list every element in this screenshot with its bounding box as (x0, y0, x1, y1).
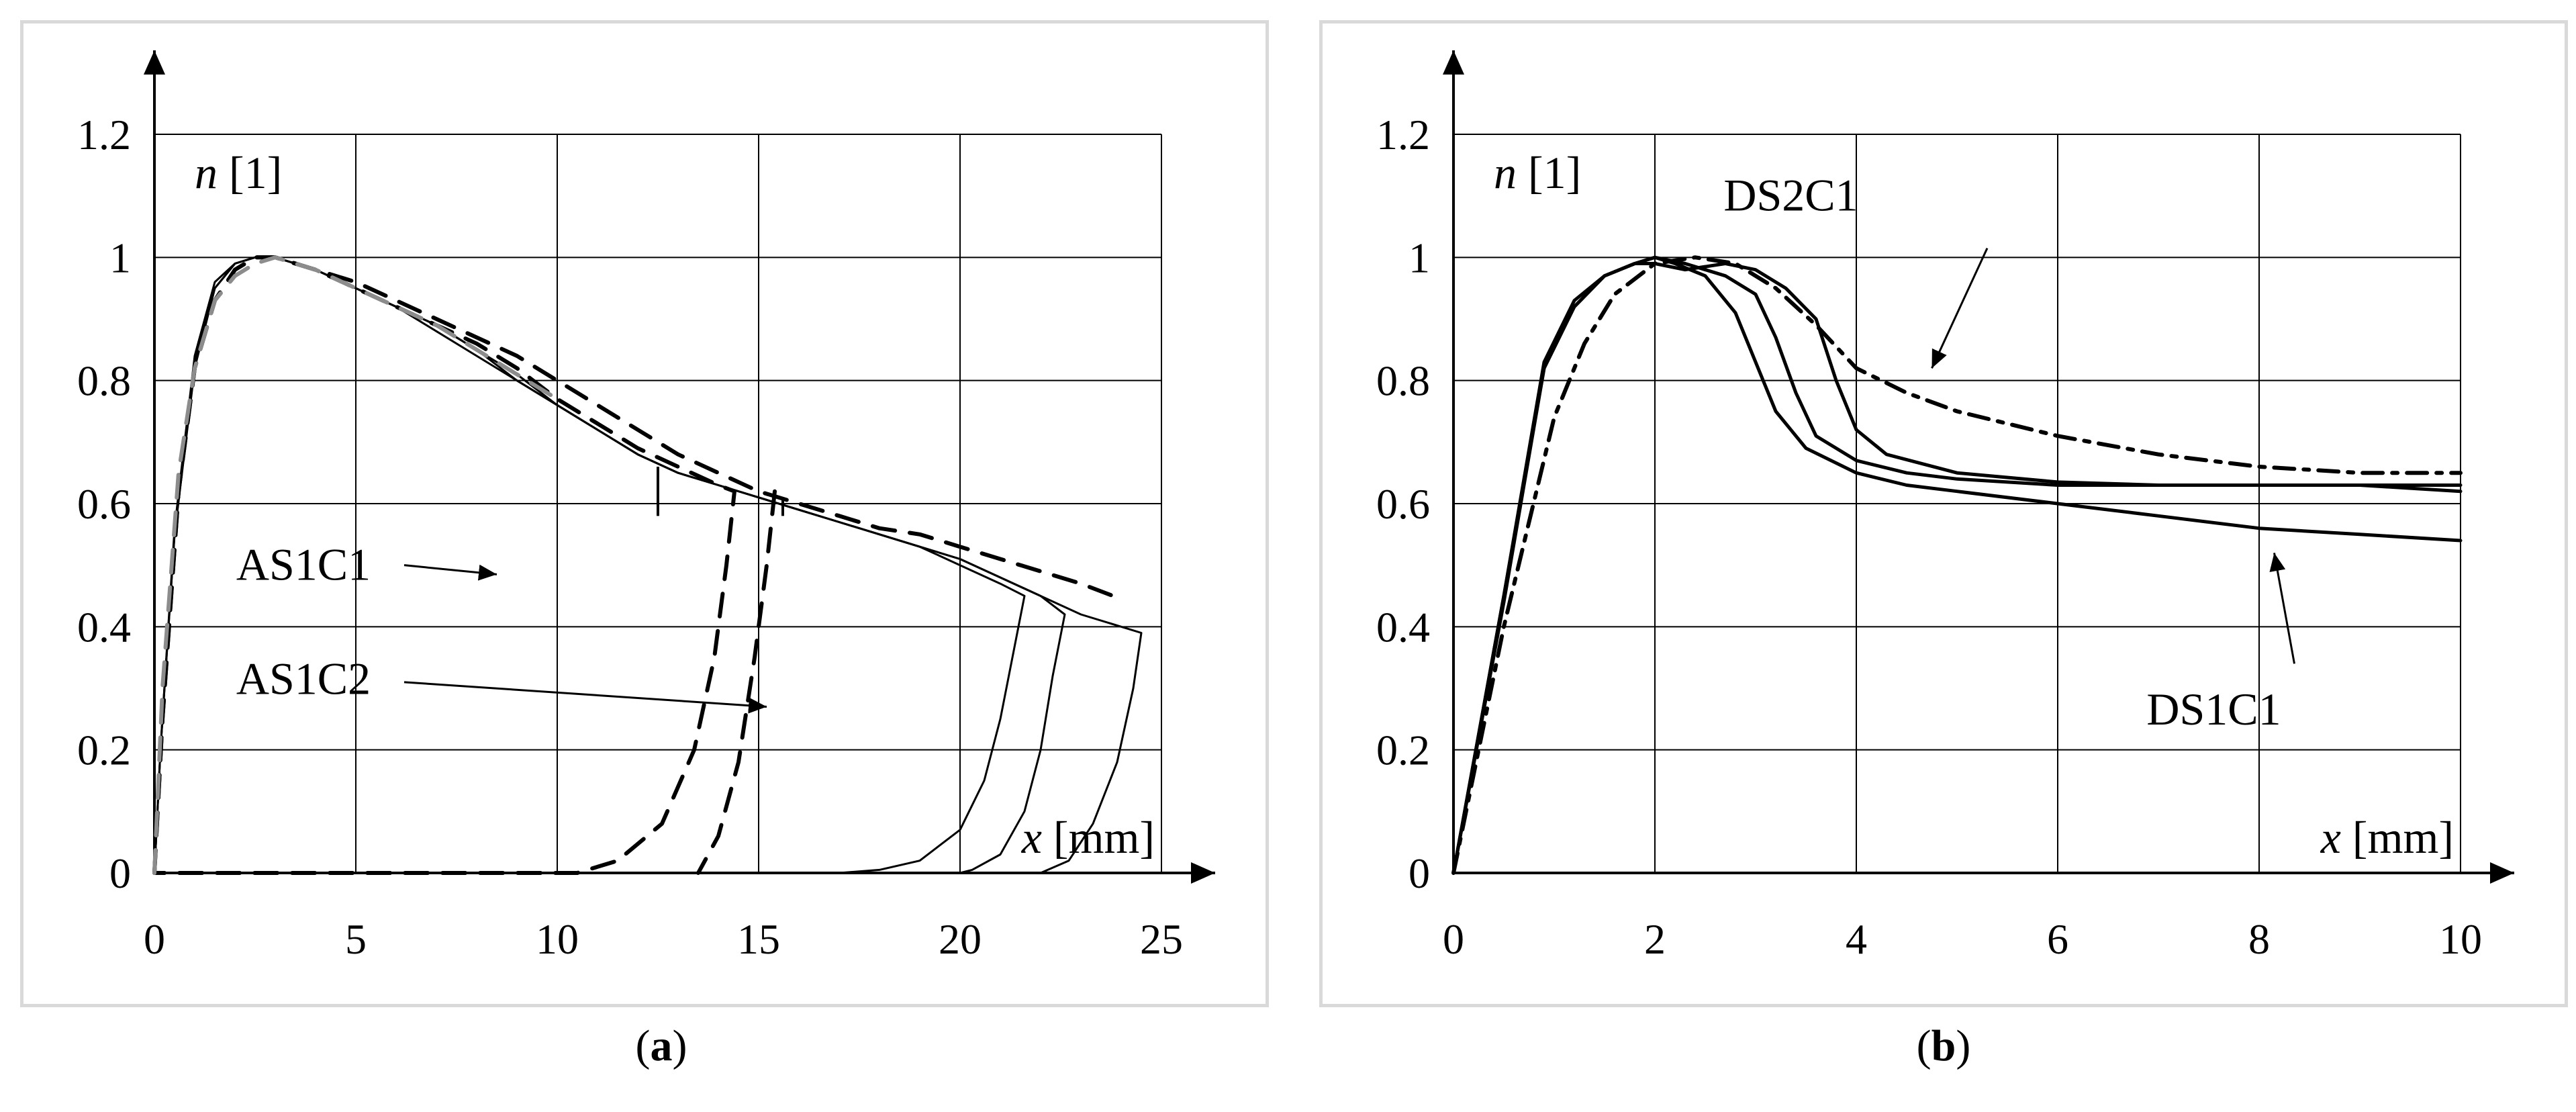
chart-b-xlabel-space (2341, 812, 2352, 863)
chart-b-xtick-label-0: 0 (1443, 915, 1464, 963)
chart-b-ytick-label-5: 1 (1409, 234, 1430, 281)
chart-b-ytick-label-2: 0.4 (1376, 603, 1430, 651)
chart-a-series-line-3 (152, 255, 736, 875)
chart-b-ylabel: n [1] (1494, 147, 1581, 198)
chart-a-xlabel-unit: [mm] (1053, 812, 1155, 863)
chart-a-svg: 0 5 10 15 20 25 0 0.2 0.4 0.6 0.8 1 1.2 n [1] x [mm] AS… (77, 50, 1215, 963)
chart-b-xlabel-var: x (2320, 812, 2341, 863)
chart-b-series-line-3 (1451, 255, 2463, 875)
chart-a-ylabel-space (218, 147, 229, 198)
chart-a-series-line-4 (152, 255, 1115, 875)
chart-a-series-line-2 (153, 256, 1143, 874)
chart-a-xtick-label-5: 25 (1140, 915, 1183, 963)
chart-a-ytick-label-3: 0.6 (77, 480, 131, 528)
caption-a-letter: a (650, 1021, 673, 1070)
chart-a-ytick-label-4: 0.8 (77, 357, 131, 405)
chart-b-xtick-label-3: 6 (2047, 915, 2068, 963)
chart-b-grid (1453, 134, 2461, 873)
chart-b-series-line-0 (1451, 255, 2463, 875)
chart-b-xtick-label-4: 8 (2248, 915, 2270, 963)
chart-a-ytick-label-5: 1 (109, 234, 131, 281)
chart-a-ylabel: n [1] (195, 147, 282, 198)
chart-a-xlabel-var: x (1021, 812, 1042, 863)
chart-a-xtick-label-0: 0 (144, 915, 165, 963)
chart-b-ylabel-space (1517, 147, 1528, 198)
chart-b-xlabel: x [mm] (2320, 812, 2454, 863)
chart-a-ylabel-var: n (195, 147, 218, 198)
chart-b-ytick-label-6: 1.2 (1376, 111, 1430, 158)
chart-a-ytick-label-0: 0 (109, 849, 131, 897)
chart-b-svg: 0 2 4 6 8 10 0 0.2 0.4 0.6 0.8 1 1.2 n [1] x [mm] DS2C1… (1376, 50, 2514, 963)
chart-b-ytick-label-3: 0.6 (1376, 480, 1430, 528)
chart-b-ytick-label-4: 0.8 (1376, 357, 1430, 405)
chart-b-annotation-label-0: DS2C1 (1723, 170, 1858, 221)
chart-b-annotation-label-1: DS1C1 (2146, 684, 2281, 735)
chart-b-series-line-2 (1451, 262, 2463, 875)
chart-a-xtick-label-2: 10 (536, 915, 579, 963)
chart-a-ytick-label-6: 1.2 (77, 111, 131, 158)
chart-b-xtick-label-5: 10 (2439, 915, 2482, 963)
chart-b-xtick-label-2: 4 (1846, 915, 1867, 963)
chart-a-xtick-label-1: 5 (345, 915, 367, 963)
chart-panel-b: 0 2 4 6 8 10 0 0.2 0.4 0.6 0.8 1 1.2 n [1] x [mm] DS2C1… (1319, 20, 2568, 1007)
caption-a: (a) (635, 1021, 687, 1070)
chart-a-annotation-label-1: AS1C2 (236, 653, 371, 704)
chart-b-xtick-label-1: 2 (1644, 915, 1666, 963)
chart-b-annotation-arrow-0 (1931, 247, 1989, 369)
chart-a-grid (154, 134, 1162, 873)
caption-b-letter: b (1931, 1021, 1956, 1070)
chart-b-ylabel-unit: [1] (1528, 147, 1581, 198)
chart-a-annotation-label-0: AS1C1 (236, 539, 371, 590)
chart-b-ylabel-var: n (1494, 147, 1517, 198)
chart-a-annotation-arrow-1 (403, 681, 767, 714)
chart-b-xlabel-unit: [mm] (2352, 812, 2454, 863)
chart-b-ytick-label-1: 0.2 (1376, 727, 1430, 774)
chart-a-series-line-6 (152, 255, 559, 875)
chart-a-xtick-label-4: 20 (939, 915, 982, 963)
chart-a-ytick-label-2: 0.4 (77, 603, 131, 651)
caption-b: (b) (1916, 1021, 1971, 1070)
chart-b-annotation-arrow-1 (2269, 553, 2295, 664)
chart-a-ytick-label-1: 0.2 (77, 727, 131, 774)
chart-a-xlabel-space (1042, 812, 1053, 863)
chart-a-ylabel-unit: [1] (229, 147, 282, 198)
chart-b-series-line-1 (1451, 255, 2463, 875)
chart-a-series-line-5 (696, 489, 777, 875)
chart-a-annotation-arrow-0 (403, 564, 497, 581)
chart-panel-a: 0 5 10 15 20 25 0 0.2 0.4 0.6 0.8 1 1.2 n [1] x [mm] AS… (20, 20, 1269, 1007)
chart-a-xlabel: x [mm] (1021, 812, 1155, 863)
chart-a-xtick-label-3: 15 (737, 915, 780, 963)
chart-b-ytick-label-0: 0 (1409, 849, 1430, 897)
